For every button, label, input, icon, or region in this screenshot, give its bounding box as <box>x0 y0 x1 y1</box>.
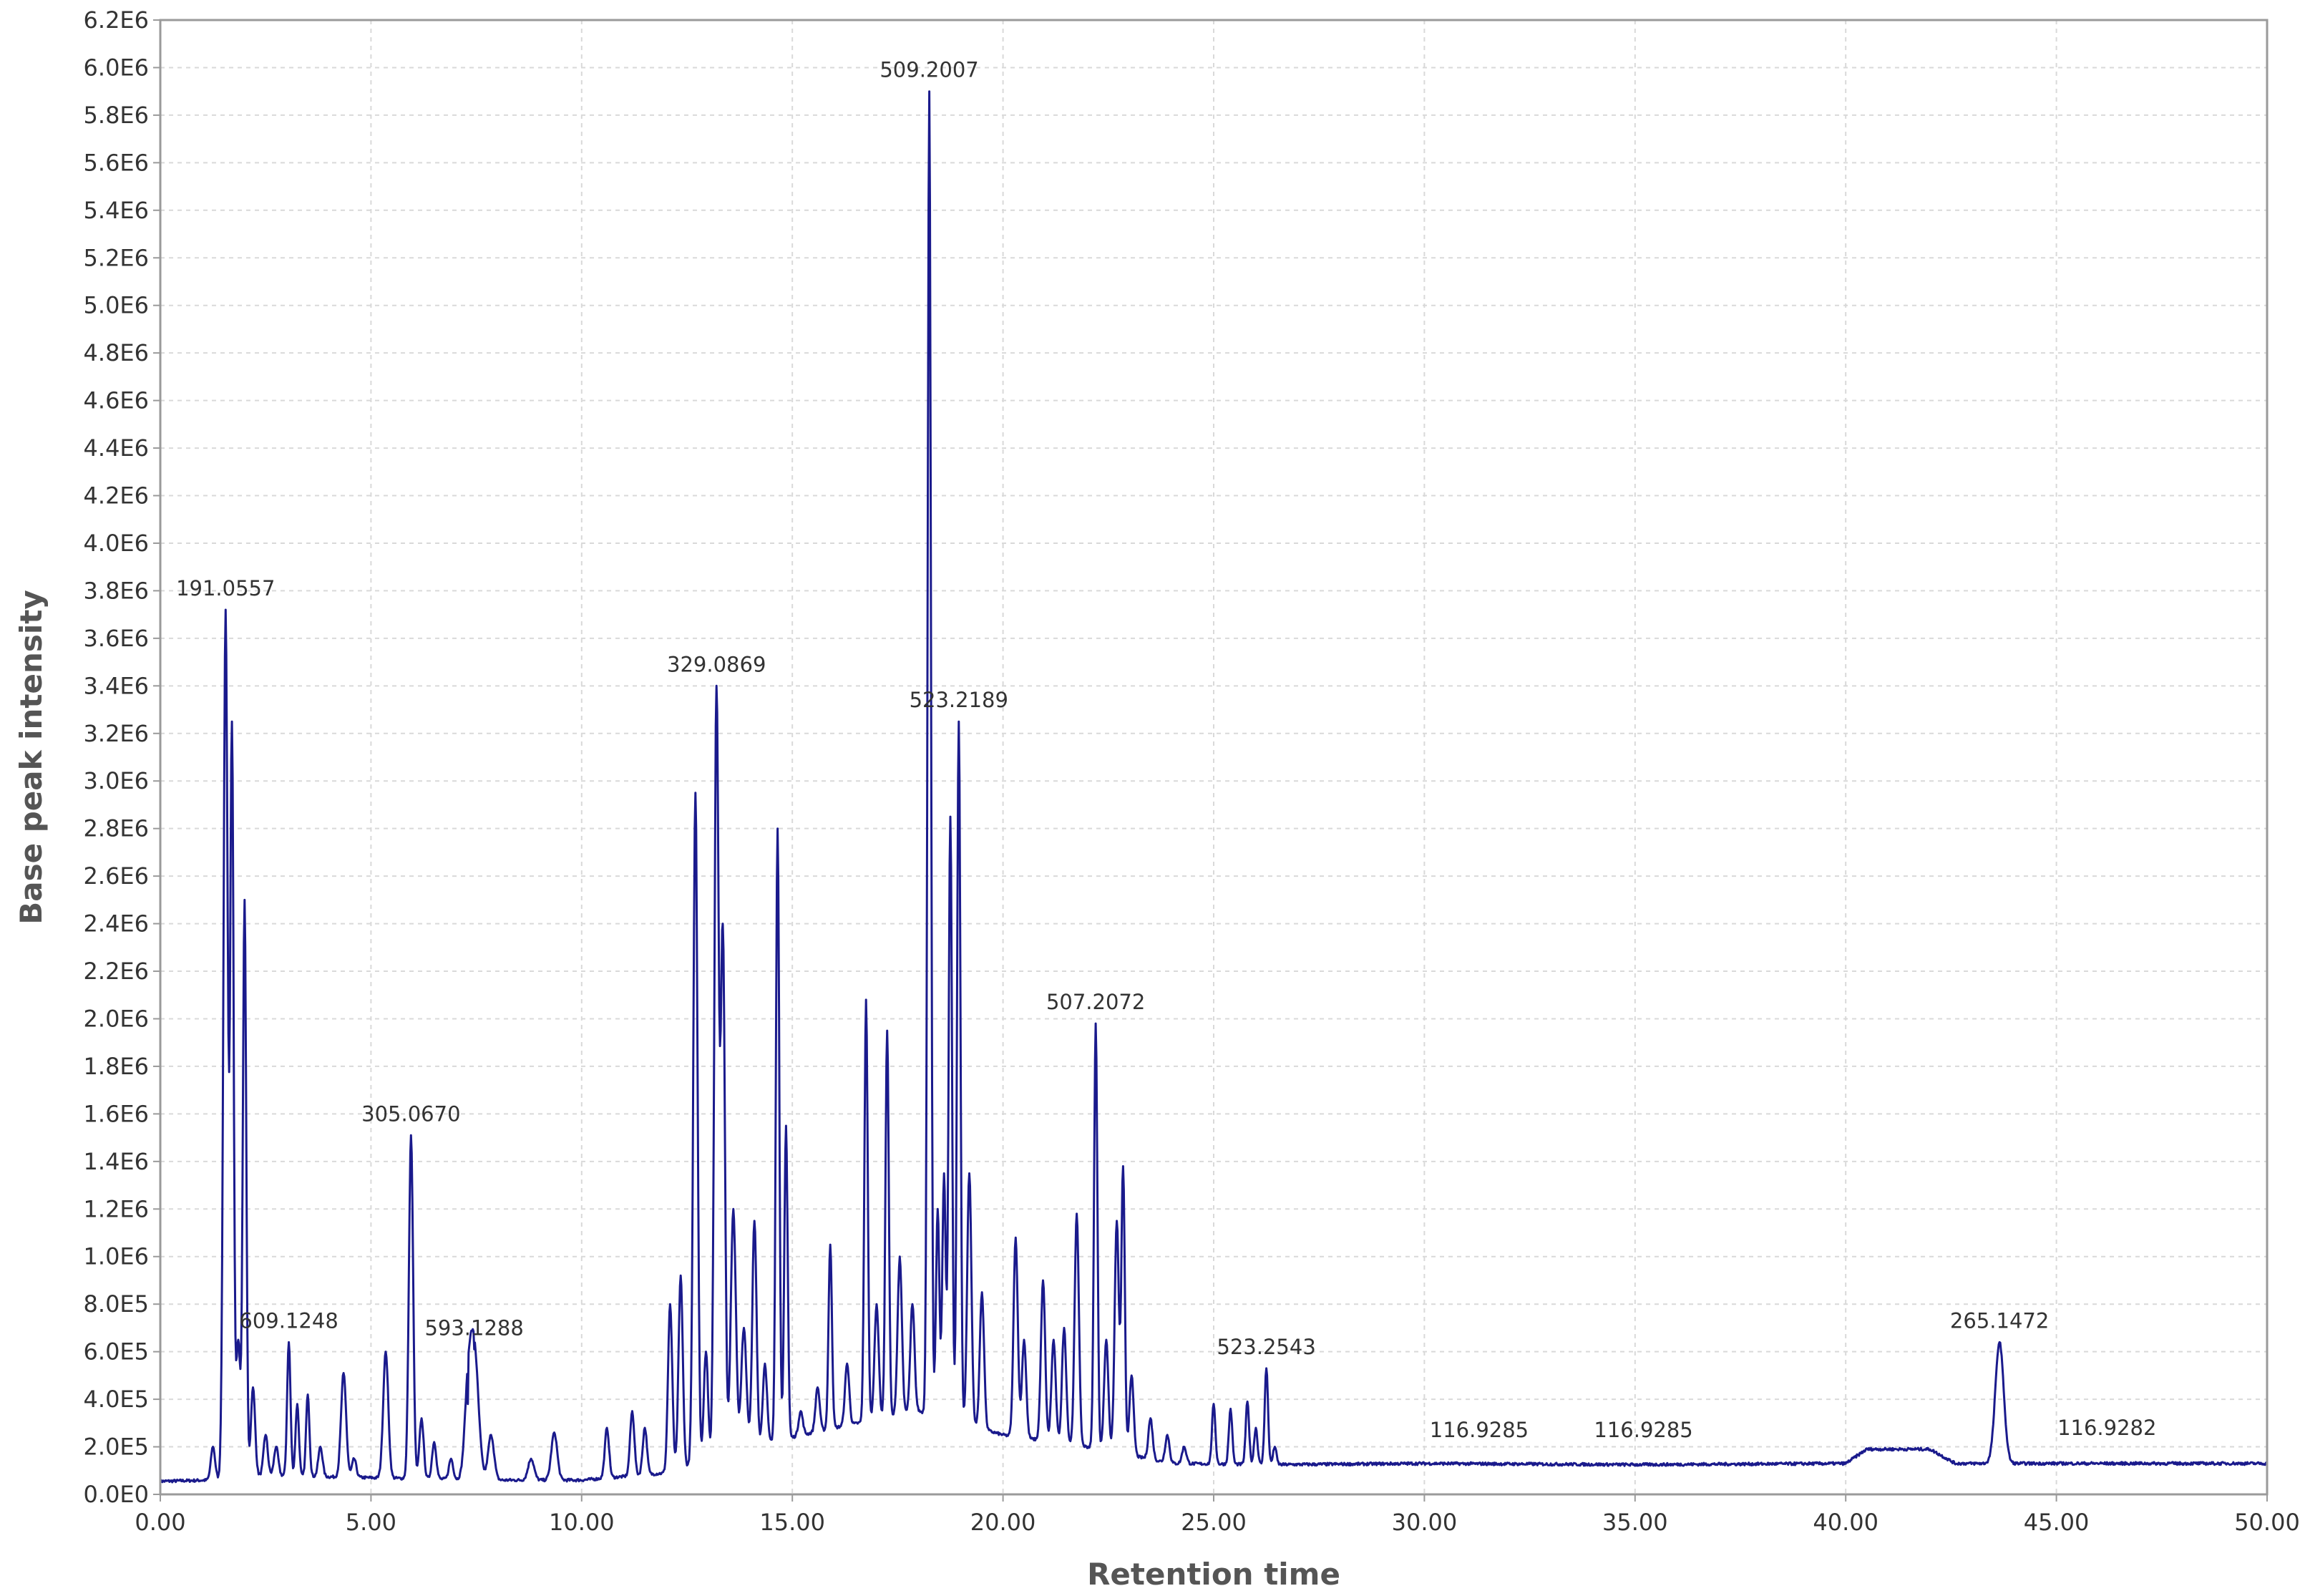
y-tick-label: 1.4E6 <box>84 1148 149 1175</box>
y-tick-label: 2.0E6 <box>84 1005 149 1032</box>
x-tick-label: 10.00 <box>549 1509 615 1536</box>
peak-annotation: 116.9282 <box>2057 1416 2156 1440</box>
y-tick-label: 4.2E6 <box>84 482 149 510</box>
x-tick-label: 20.00 <box>970 1509 1036 1536</box>
plot-background <box>160 20 2267 1494</box>
y-tick-label: 6.0E6 <box>84 54 149 81</box>
y-tick-label: 1.8E6 <box>84 1053 149 1080</box>
peak-annotation: 523.2543 <box>1217 1335 1315 1359</box>
peak-annotation: 191.0557 <box>176 576 275 600</box>
x-tick-label: 50.00 <box>2234 1509 2300 1536</box>
y-tick-label: 5.6E6 <box>84 149 149 176</box>
peak-annotations: 191.0557 609.1248 305.0670 593.1288 329.0869… <box>176 58 2156 1443</box>
grid <box>160 20 2267 1494</box>
x-tick-label: 5.00 <box>346 1509 396 1536</box>
y-tick-label: 3.4E6 <box>84 672 149 699</box>
y-tick-label: 6.2E6 <box>84 6 149 34</box>
plot-frame <box>159 19 2269 1496</box>
y-tick-label: 4.8E6 <box>84 339 149 366</box>
peak-annotation: 116.9285 <box>1430 1418 1529 1442</box>
y-tick-label: 1.0E6 <box>84 1243 149 1270</box>
x-tick-label: 15.00 <box>759 1509 825 1536</box>
y-tick-label: 1.2E6 <box>84 1195 149 1222</box>
peak-annotation: 509.2007 <box>879 58 978 82</box>
x-axis-title: Retention time <box>1087 1557 1340 1592</box>
peak-annotation: 329.0869 <box>667 652 766 676</box>
y-tick-label: 5.2E6 <box>84 244 149 271</box>
y-tick-label: 2.4E6 <box>84 910 149 938</box>
peak-annotation: 265.1472 <box>1950 1308 2049 1333</box>
y-tick-label: 5.0E6 <box>84 292 149 319</box>
y-tick-label: 3.8E6 <box>84 577 149 604</box>
x-tick-label: 30.00 <box>1392 1509 1458 1536</box>
y-tick-label: 2.0E5 <box>84 1434 149 1461</box>
y-tick-label: 5.8E6 <box>84 102 149 129</box>
x-tick-label: 40.00 <box>1813 1509 1879 1536</box>
base-peak-trace <box>159 90 2269 1484</box>
y-tick-label: 3.0E6 <box>84 767 149 794</box>
y-tick-label: 3.6E6 <box>84 625 149 652</box>
y-tick-label: 6.0E5 <box>84 1338 149 1366</box>
y-tick-label: 2.6E6 <box>84 862 149 890</box>
x-tick-label: 45.00 <box>2024 1509 2090 1536</box>
x-tick-label: 0.00 <box>135 1509 185 1536</box>
x-axis-ticks: 0.00 5.00 10.00 15.00 20.00 25.00 30.00 35.00 40… <box>135 1494 2300 1536</box>
y-tick-label: 0.0E0 <box>84 1481 149 1508</box>
y-tick-label: 4.6E6 <box>84 387 149 414</box>
y-tick-label: 2.8E6 <box>84 815 149 842</box>
y-axis-ticks: 0.0E0 2.0E5 4.0E5 6.0E5 8.0E5 1.0E6 1.2E6 1.4E6… <box>84 6 160 1508</box>
peak-annotation: 609.1248 <box>239 1308 338 1333</box>
peak-annotation: 507.2072 <box>1046 990 1145 1014</box>
y-tick-label: 5.4E6 <box>84 197 149 224</box>
x-tick-label: 35.00 <box>1602 1509 1668 1536</box>
y-tick-label: 8.0E5 <box>84 1290 149 1318</box>
y-tick-label: 4.4E6 <box>84 434 149 462</box>
y-axis-title: Base peak intensity <box>14 590 49 925</box>
y-tick-label: 4.0E5 <box>84 1386 149 1413</box>
y-tick-label: 3.2E6 <box>84 720 149 747</box>
peak-annotation: 305.0670 <box>361 1101 460 1126</box>
y-tick-label: 2.2E6 <box>84 958 149 985</box>
peak-annotation: 523.2189 <box>910 688 1008 712</box>
y-tick-label: 4.0E6 <box>84 530 149 557</box>
peak-annotation: 593.1288 <box>424 1315 523 1340</box>
peak-annotation: 116.9285 <box>1594 1418 1692 1442</box>
y-tick-label: 1.6E6 <box>84 1100 149 1127</box>
x-tick-label: 25.00 <box>1181 1509 1247 1536</box>
